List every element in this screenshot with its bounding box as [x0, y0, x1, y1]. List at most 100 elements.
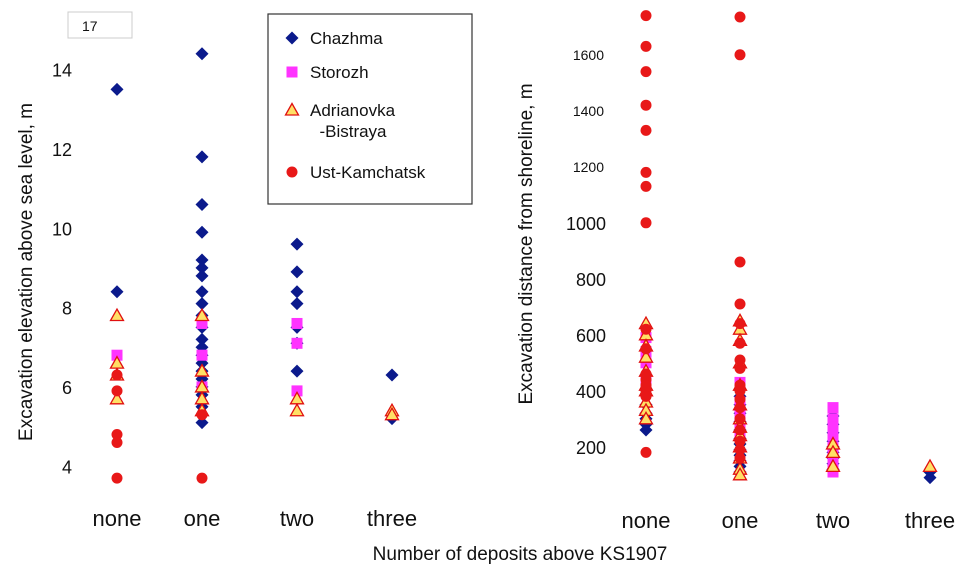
right-point-ust-kamchatsk-3	[640, 99, 652, 111]
right-distance-chart: 200 400 600 800 1000 1200 1400 1600 none one two t…	[516, 10, 955, 533]
right-point-ust-kamchatsk-27	[734, 402, 746, 414]
left-y-tick-12: 12	[52, 140, 72, 160]
right-y-tick-1200: 1200	[573, 159, 604, 175]
left-point-chazhma-26	[290, 285, 304, 299]
legend-box	[267, 13, 473, 205]
left-category-one: one	[184, 506, 221, 531]
left-point-chazhma-30	[290, 364, 304, 378]
right-point-ust-kamchatsk-32	[734, 452, 746, 464]
legend-marker-chazhma	[285, 31, 299, 45]
left-annotation-box	[67, 11, 133, 39]
right-y-tick-400: 400	[576, 382, 606, 402]
left-point-ust-kamchatsk-2	[111, 429, 123, 441]
right-point-storozh-13	[827, 430, 839, 442]
right-y-tick-1000: 1000	[566, 214, 606, 234]
right-point-ust-kamchatsk-5	[640, 166, 652, 178]
right-point-ust-kamchatsk-25	[734, 385, 746, 397]
legend-label-adrianovka-bistraya: Adrianovka	[310, 101, 396, 120]
right-point-adrianovka-bistraya-25	[825, 458, 841, 473]
right-point-ust-kamchatsk-2	[640, 66, 652, 78]
right-category-none: none	[622, 508, 671, 533]
left-category-labels: none one two three	[93, 506, 418, 531]
left-y-tick-10: 10	[52, 219, 72, 239]
left-y-axis-title: Excavation elevation above sea level, m	[16, 103, 37, 441]
left-point-adrianovka-bistraya-4	[194, 307, 210, 322]
left-point-ust-kamchatsk-3	[111, 436, 123, 448]
right-point-ust-kamchatsk-8	[640, 323, 652, 335]
right-point-adrianovka-bistraya-9	[638, 410, 654, 425]
legend-label-storozh: Storozh	[310, 63, 369, 82]
left-point-chazhma-23	[195, 416, 209, 430]
left-point-chazhma-8	[195, 261, 209, 275]
right-point-ust-kamchatsk-28	[734, 413, 746, 425]
right-point-ust-kamchatsk-29	[734, 424, 746, 436]
left-point-chazhma-25	[290, 265, 304, 279]
left-point-chazhma-11	[195, 297, 209, 311]
right-y-tick-1600: 1600	[573, 47, 604, 63]
left-point-ust-kamchatsk-0	[111, 369, 123, 381]
legend-label-adrianovka-bistraya-line2: -Bistraya	[310, 122, 387, 141]
right-point-storozh-12	[827, 421, 839, 433]
left-point-chazhma-2	[110, 285, 124, 299]
legend-label-ust-kamchatsk: Ust-Kamchatsk	[310, 163, 426, 182]
right-point-adrianovka-bistraya-24	[825, 444, 841, 459]
left-point-storozh-6	[291, 385, 303, 397]
left-category-three: three	[367, 506, 417, 531]
right-point-ust-kamchatsk-0	[640, 10, 652, 22]
left-point-chazhma-1	[110, 82, 124, 96]
left-point-adrianovka-bistraya-3	[109, 391, 125, 405]
right-point-ust-kamchatsk-1	[640, 40, 652, 52]
right-point-ust-kamchatsk-21	[734, 337, 746, 349]
right-point-ust-kamchatsk-17	[734, 49, 746, 61]
left-elevation-chart: 4 6 8 10 12 14 none one two three 17 Excavation …	[16, 11, 418, 531]
left-point-chazhma-24	[290, 237, 304, 251]
left-point-storozh-1	[196, 317, 208, 329]
left-y-tick-4: 4	[62, 457, 72, 477]
right-point-chazhma-27	[923, 471, 937, 485]
legend-marker-ust-kamchatsk	[286, 166, 298, 178]
right-point-ust-kamchatsk-4	[640, 124, 652, 136]
left-y-tick-6: 6	[62, 378, 72, 398]
left-point-ust-kamchatsk-4	[111, 472, 123, 484]
right-point-storozh-10	[827, 402, 839, 414]
right-point-adrianovka-bistraya-26	[922, 458, 938, 473]
left-point-chazhma-6	[195, 225, 209, 239]
right-y-tick-labels: 200 400 600 800 1000 1200 1400 1600	[566, 47, 606, 458]
left-annotation-label: 17	[82, 18, 98, 34]
left-point-storozh-5	[291, 337, 303, 349]
right-point-ust-kamchatsk-31	[734, 444, 746, 456]
right-category-one: one	[722, 508, 759, 533]
right-category-two: two	[816, 508, 850, 533]
right-point-adrianovka-bistraya-22	[732, 466, 748, 481]
right-y-tick-800: 800	[576, 270, 606, 290]
right-point-ust-kamchatsk-9	[640, 343, 652, 355]
right-point-ust-kamchatsk-15	[640, 446, 652, 458]
right-y-tick-1400: 1400	[573, 103, 604, 119]
right-point-ust-kamchatsk-7	[640, 217, 652, 229]
left-point-storozh-4	[291, 317, 303, 329]
x-axis-title: Number of deposits above KS1907	[373, 544, 668, 565]
right-point-ust-kamchatsk-18	[734, 256, 746, 268]
right-point-ust-kamchatsk-14	[640, 390, 652, 402]
left-point-chazhma-10	[195, 285, 209, 299]
left-y-tick-labels: 4 6 8 10 12 14	[52, 61, 72, 478]
legend: Chazhma Storozh Adrianovka -Bistraya Ust-Ka…	[267, 13, 473, 205]
left-point-storozh-0	[111, 349, 123, 361]
right-point-ust-kamchatsk-23	[734, 362, 746, 374]
right-point-ust-kamchatsk-16	[734, 11, 746, 23]
left-data-points	[109, 23, 400, 484]
right-point-ust-kamchatsk-6	[640, 180, 652, 192]
left-point-chazhma-14	[195, 332, 209, 346]
left-point-chazhma-3	[195, 47, 209, 61]
left-point-ust-kamchatsk-6	[196, 472, 208, 484]
left-point-adrianovka-bistraya-12	[384, 406, 400, 421]
left-point-adrianovka-bistraya-5	[194, 363, 210, 377]
legend-marker-adrianovka-bistraya	[284, 102, 300, 116]
left-y-tick-8: 8	[62, 299, 72, 319]
left-point-storozh-2	[196, 349, 208, 361]
right-point-ust-kamchatsk-22	[734, 354, 746, 366]
right-category-labels: none one two three	[622, 508, 956, 533]
legend-marker-storozh	[286, 66, 298, 78]
left-point-chazhma-7	[195, 253, 209, 267]
legend-label-chazhma: Chazhma	[310, 29, 383, 48]
